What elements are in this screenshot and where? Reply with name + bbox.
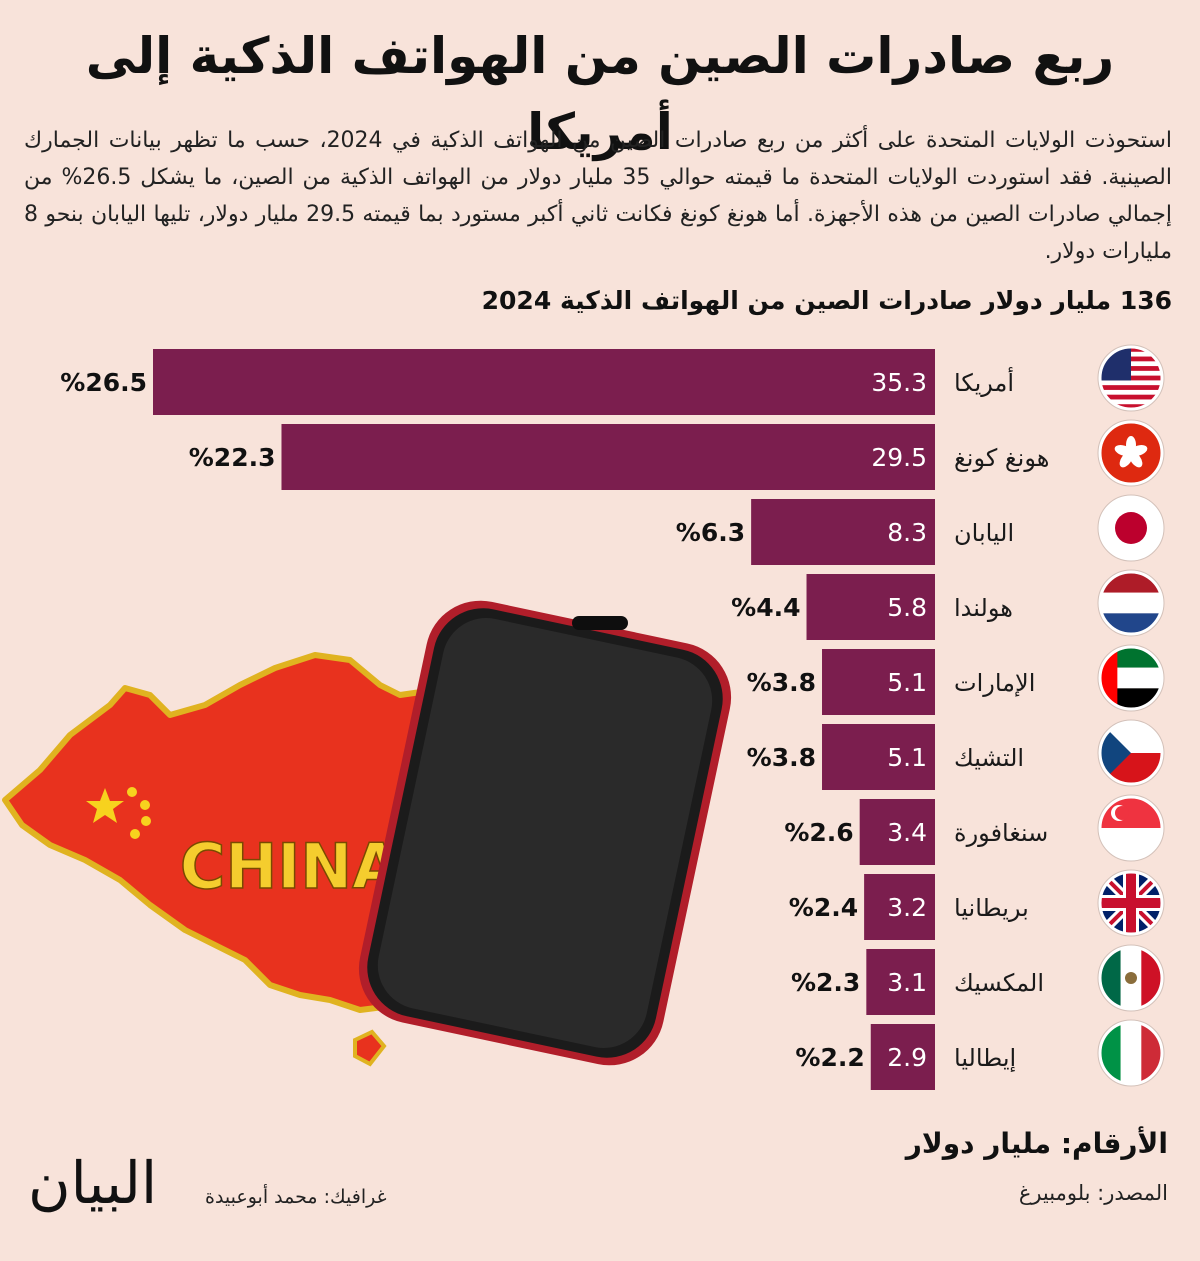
bar-value-label: 3.4 <box>887 818 927 847</box>
czech-flag-icon <box>1097 719 1165 787</box>
graphic-credit: غرافيك: محمد أبوعبيدة <box>205 1186 387 1208</box>
uae-flag-icon <box>1097 644 1165 712</box>
category-label: التشيك <box>954 744 1024 772</box>
bar <box>153 349 935 415</box>
page-title: ربع صادرات الصين من الهواتف الذكية إلى أ… <box>85 27 1115 161</box>
bar <box>822 724 935 790</box>
category-label: المكسيك <box>954 969 1044 997</box>
share-label: %3.8 <box>747 743 816 772</box>
category-label: إيطاليا <box>954 1044 1016 1073</box>
bar-value-label: 5.1 <box>887 668 927 697</box>
smartphone-illustration <box>358 600 732 1066</box>
bar-value-label: 2.9 <box>887 1043 927 1072</box>
mexico-flag-icon <box>1097 944 1165 1012</box>
usa-flag-icon <box>1097 344 1165 412</box>
bar-value-label: 35.3 <box>871 368 927 397</box>
hong-kong-flag-icon <box>1097 419 1165 487</box>
bar <box>864 874 935 940</box>
italy-flag-icon <box>1097 1019 1165 1087</box>
publisher-logo: البيان <box>28 1149 158 1217</box>
bar <box>751 499 935 565</box>
chart-title: 136 مليار دولار صادرات الصين من الهواتف … <box>481 286 1172 315</box>
category-label: هونغ كونغ <box>954 444 1049 472</box>
category-label: اليابان <box>954 519 1014 547</box>
bar-value-label: 29.5 <box>871 443 927 472</box>
share-label: %2.3 <box>791 968 860 997</box>
units-note: الأرقام: مليار دولار <box>905 1127 1168 1160</box>
share-label: %3.8 <box>747 668 816 697</box>
bar-value-label: 3.1 <box>887 968 927 997</box>
bar-value-label: 5.1 <box>887 743 927 772</box>
netherlands-flag-icon <box>1097 569 1165 637</box>
map-label: CHINA <box>180 830 400 903</box>
category-label: سنغافورة <box>954 819 1048 847</box>
bar-value-label: 5.8 <box>887 593 927 622</box>
bar-value-label: 8.3 <box>887 518 927 547</box>
japan-flag-icon <box>1097 494 1165 562</box>
share-label: %2.4 <box>789 893 858 922</box>
share-label: %6.3 <box>676 518 745 547</box>
share-label: %26.5 <box>60 368 147 397</box>
bar <box>822 649 935 715</box>
intro-paragraph: استحوذت الولايات المتحدة على أكثر من ربع… <box>24 128 1173 264</box>
category-label: الإمارات <box>954 669 1035 697</box>
uk-flag-icon <box>1097 869 1165 937</box>
singapore-flag-icon <box>1097 794 1165 862</box>
category-label: بريطانيا <box>954 894 1029 922</box>
bar-value-label: 3.2 <box>887 893 927 922</box>
category-label: أمريكا <box>954 367 1014 397</box>
share-label: %22.3 <box>189 443 276 472</box>
bar <box>866 949 935 1015</box>
bar <box>870 1024 935 1090</box>
bar <box>859 799 935 865</box>
share-label: %2.6 <box>784 818 853 847</box>
big-star-icon <box>86 788 124 823</box>
share-label: %4.4 <box>731 593 800 622</box>
bar <box>281 424 935 490</box>
category-label: هولندا <box>954 594 1013 622</box>
share-label: %2.2 <box>795 1043 864 1072</box>
bar <box>806 574 935 640</box>
source-note: المصدر: بلومبيرغ <box>1018 1181 1168 1205</box>
